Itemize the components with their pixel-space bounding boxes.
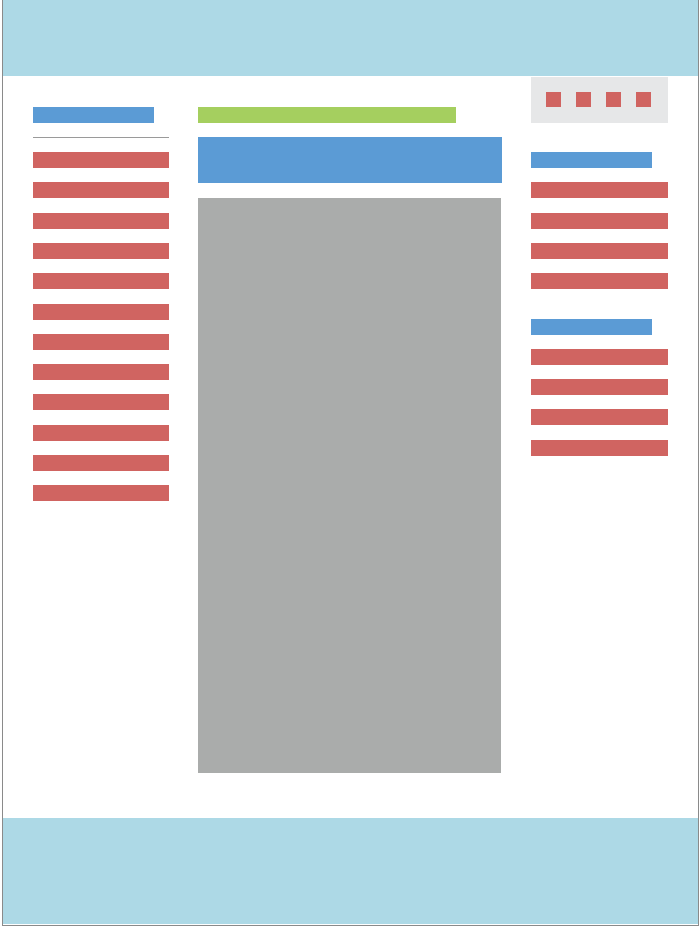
left-menu-item[interactable] <box>33 303 169 320</box>
right-link[interactable] <box>531 440 668 456</box>
left-divider <box>33 137 169 138</box>
left-menu-item[interactable] <box>33 212 169 229</box>
right-link[interactable] <box>531 213 668 229</box>
toolbar-icon[interactable] <box>576 92 591 107</box>
right-link[interactable] <box>531 349 668 365</box>
left-menu-item[interactable] <box>33 364 169 381</box>
left-menu-item[interactable] <box>33 152 169 168</box>
content-banner <box>198 137 502 183</box>
left-menu-item[interactable] <box>33 394 169 411</box>
breadcrumb-bar <box>198 107 456 123</box>
left-menu-item[interactable] <box>33 242 169 259</box>
left-menu-item[interactable] <box>33 485 169 502</box>
header <box>3 0 698 76</box>
toolbar-icon[interactable] <box>636 92 651 107</box>
left-menu-item[interactable] <box>33 182 169 199</box>
right-link[interactable] <box>531 379 668 395</box>
right-link[interactable] <box>531 182 668 198</box>
right-link[interactable] <box>531 243 668 259</box>
content-area <box>198 198 501 773</box>
footer <box>3 818 698 924</box>
left-menu-item[interactable] <box>33 424 169 441</box>
right-link[interactable] <box>531 409 668 425</box>
left-heading <box>33 107 154 123</box>
right-heading <box>531 152 652 168</box>
toolbar-icon[interactable] <box>546 92 561 107</box>
left-menu-item[interactable] <box>33 455 169 471</box>
left-menu-item[interactable] <box>33 333 169 350</box>
toolbar-icon[interactable] <box>606 92 621 107</box>
right-link[interactable] <box>531 273 668 289</box>
right-heading <box>531 319 652 335</box>
left-menu-item[interactable] <box>33 273 169 290</box>
